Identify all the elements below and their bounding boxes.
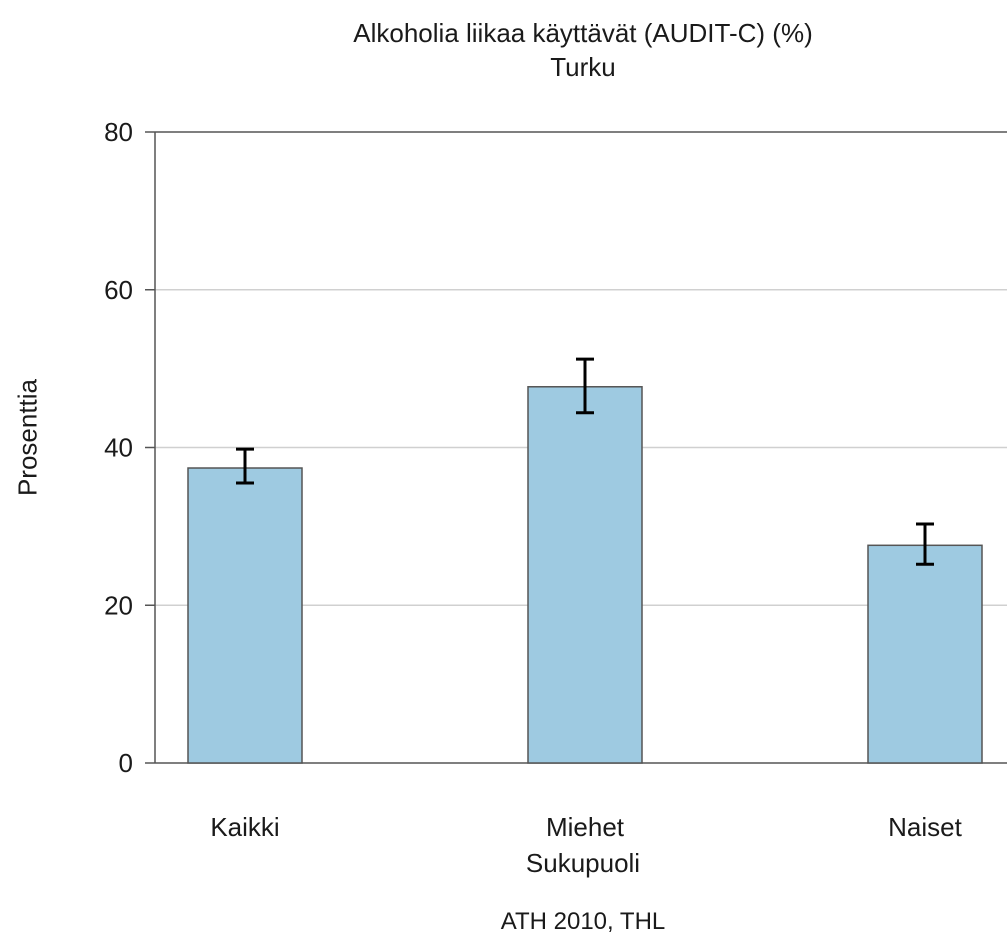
bar-miehet xyxy=(527,386,643,764)
y-tick-label-40: 40 xyxy=(104,433,133,463)
bar-naiset xyxy=(867,544,983,764)
chart-subtitle: Turku xyxy=(550,52,616,82)
y-axis-label: Prosenttia xyxy=(12,378,43,497)
source-note: ATH 2010, THL xyxy=(500,908,666,935)
x-axis-label: Sukupuoli xyxy=(525,848,641,878)
bar-kaikki xyxy=(187,467,303,764)
bar-chart: 0 20 40 60 80 Kaikki Miehet Naiset xyxy=(104,117,1007,842)
y-tick-label-80: 80 xyxy=(104,117,133,147)
x-tick-label-miehet: Miehet xyxy=(546,812,625,842)
y-tick-label-0: 0 xyxy=(119,748,133,778)
y-tick-label-60: 60 xyxy=(104,275,133,305)
x-tick-label-naiset: Naiset xyxy=(888,812,962,842)
chart-title: Alkoholia liikaa käyttävät (AUDIT-C) (%) xyxy=(353,18,813,48)
x-tick-label-kaikki: Kaikki xyxy=(210,812,279,842)
y-tick-label-20: 20 xyxy=(104,590,133,620)
